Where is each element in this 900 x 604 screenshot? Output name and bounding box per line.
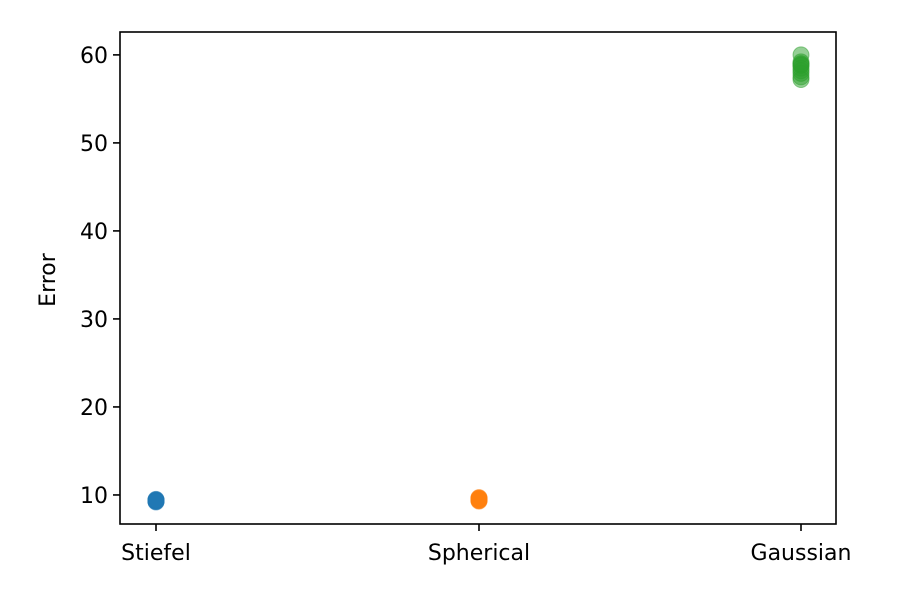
x-tick-label-stiefel: Stiefel — [121, 541, 191, 566]
y-tick-label-50: 50 — [80, 132, 108, 157]
data-point-gaussian-8 — [792, 71, 810, 89]
y-tick-label-40: 40 — [80, 220, 108, 245]
plot-layer — [147, 46, 810, 511]
data-point-spherical-9 — [470, 490, 488, 508]
data-point-gaussian-9 — [792, 56, 810, 74]
y-tick-label-30: 30 — [80, 308, 108, 333]
axes-layer: 10 20 30 40 50 60 Stiefel Spherical Gaussian — [80, 31, 852, 566]
x-tick-label-gaussian: Gaussian — [751, 541, 852, 566]
data-point-stiefel-9 — [147, 492, 165, 510]
y-tick-label-20: 20 — [80, 396, 108, 421]
x-tick-label-spherical: Spherical — [428, 541, 530, 566]
y-tick-label-60: 60 — [80, 44, 108, 69]
plot-frame — [119, 31, 837, 525]
y-axis-label: Error — [36, 252, 61, 307]
y-tick-label-10: 10 — [80, 484, 108, 509]
